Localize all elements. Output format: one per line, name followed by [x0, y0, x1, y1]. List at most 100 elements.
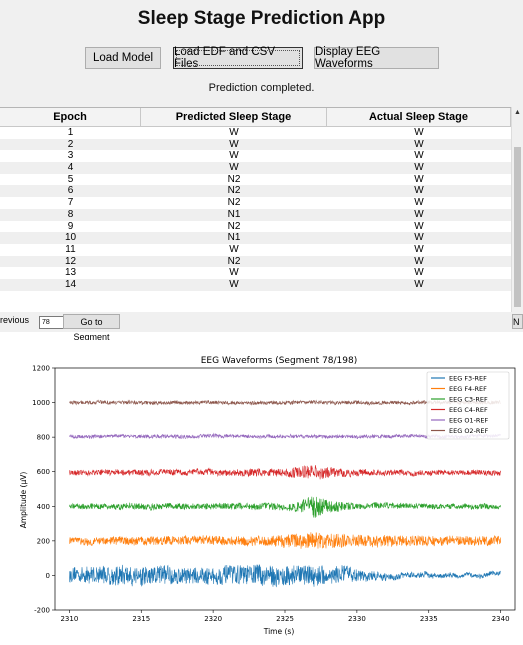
series-line	[69, 496, 501, 518]
y-tick-label: 400	[37, 503, 50, 511]
cell-epoch: 14	[64, 278, 77, 290]
axes-frame	[54, 367, 516, 611]
cell-predicted: W	[229, 278, 239, 290]
scrollbar-thumb[interactable]	[514, 147, 521, 307]
header-actual[interactable]: Actual Sleep Stage	[327, 108, 511, 126]
segment-navigation: revious 78 Go to Segment N	[0, 312, 523, 342]
cell-actual: W	[414, 185, 424, 197]
cell-predicted: N1	[227, 208, 241, 220]
cell-predicted: W	[229, 162, 239, 174]
legend-entry: EEG F4-REF	[449, 385, 487, 393]
previous-button[interactable]: revious	[0, 315, 30, 325]
y-tick-label: 0	[46, 572, 50, 580]
x-tick-label: 2335	[420, 615, 438, 623]
x-tick-label: 2320	[204, 615, 222, 623]
cell-epoch: 3	[67, 150, 74, 162]
table-row[interactable]: 2 W W	[0, 138, 511, 151]
cell-actual: W	[414, 267, 424, 279]
table-row[interactable]: 14 W W	[0, 278, 511, 291]
y-tick-label: 1000	[32, 399, 50, 407]
x-tick-label: 2325	[276, 615, 294, 623]
cell-actual: W	[414, 138, 424, 150]
cell-actual: W	[414, 232, 424, 244]
cell-actual: W	[414, 243, 424, 255]
next-button[interactable]: N	[512, 314, 523, 329]
cell-actual: W	[414, 255, 424, 267]
table-row[interactable]: 6 N2 W	[0, 185, 511, 198]
table-header: Epoch Predicted Sleep Stage Actual Sleep…	[0, 108, 511, 127]
cell-actual: W	[414, 208, 424, 220]
x-tick-label: 2340	[492, 615, 510, 623]
cell-epoch: 5	[67, 173, 74, 185]
cell-actual: W	[414, 278, 424, 290]
load-edf-csv-button[interactable]: Load EDF and CSV Files	[173, 46, 303, 70]
x-axis-label: Time (s)	[263, 627, 295, 636]
x-tick-label: 2315	[132, 615, 150, 623]
cell-epoch: 11	[65, 243, 76, 255]
cell-actual: W	[414, 220, 424, 232]
table-row[interactable]: 5 N2 W	[0, 174, 511, 186]
legend-entry: EEG O1-REF	[449, 417, 489, 425]
segment-input[interactable]: 78	[39, 316, 65, 329]
cell-actual: W	[414, 150, 424, 162]
cell-epoch: 10	[64, 232, 77, 244]
load-model-button[interactable]: Load Model	[85, 47, 161, 69]
table-row[interactable]: 12 N2 W	[0, 255, 511, 268]
cell-predicted: W	[229, 138, 239, 150]
results-table: Epoch Predicted Sleep Stage Actual Sleep…	[0, 107, 511, 313]
cell-predicted: W	[229, 150, 239, 162]
scroll-up-icon[interactable]: ▲	[514, 109, 521, 116]
table-row[interactable]: 3 W W	[0, 150, 511, 162]
cell-epoch: 1	[67, 127, 74, 138]
legend-entry: EEG C3-REF	[449, 396, 488, 404]
table-row[interactable]: 1 W W	[0, 127, 511, 139]
cell-actual: W	[414, 173, 424, 185]
table-body: 1 W W 2 W W 3 W W 4 W W 5 N2 W 6 N2 W 7 N2 W 8 N1 W 9 N2 W 10 N1 W 11 W…	[0, 127, 511, 291]
table-row[interactable]: 7 N2 W	[0, 197, 511, 209]
display-eeg-button[interactable]: Display EEG Waveforms	[314, 46, 439, 70]
cell-actual: W	[414, 197, 424, 209]
cell-epoch: 7	[67, 197, 74, 209]
cell-predicted: W	[229, 243, 239, 255]
app-window: Sleep Stage Prediction App Load Model Lo…	[0, 0, 523, 342]
x-tick-label: 2330	[348, 615, 366, 623]
chart-title: EEG Waveforms (Segment 78/198)	[201, 356, 358, 366]
legend-entry: EEG O2-REF	[449, 427, 489, 435]
legend-entry: EEG C4-REF	[449, 406, 488, 414]
cell-predicted: N2	[227, 220, 241, 232]
cell-predicted: N1	[227, 232, 241, 244]
cell-predicted: W	[229, 127, 239, 138]
table-row[interactable]: 4 W W	[0, 162, 511, 174]
table-row[interactable]: 10 N1 W	[0, 232, 511, 244]
cell-epoch: 2	[67, 138, 74, 150]
legend-box	[426, 371, 510, 440]
table-scrollbar[interactable]: ▲	[511, 107, 523, 312]
y-tick-label: 800	[37, 434, 50, 442]
table-row[interactable]: 8 N1 W	[0, 208, 511, 221]
legend-entry: EEG F3-REF	[449, 375, 487, 383]
cell-epoch: 13	[64, 267, 77, 279]
y-tick-label: 600	[37, 468, 50, 476]
cell-epoch: 6	[67, 185, 74, 197]
series-line	[69, 465, 501, 480]
header-predicted[interactable]: Predicted Sleep Stage	[141, 108, 327, 126]
y-axis-label: Amplitude (µV)	[19, 472, 28, 529]
cell-epoch: 4	[67, 162, 74, 174]
cell-predicted: N2	[227, 185, 241, 197]
cell-actual: W	[414, 162, 424, 174]
series-line	[69, 532, 501, 549]
table-row[interactable]: 9 N2 W	[0, 221, 511, 233]
cell-epoch: 12	[64, 255, 77, 267]
status-text: Prediction completed.	[208, 82, 315, 94]
cell-epoch: 9	[67, 220, 74, 232]
app-title: Sleep Stage Prediction App	[137, 8, 386, 29]
cell-epoch: 8	[67, 208, 74, 220]
table-row[interactable]: 13 W W	[0, 267, 511, 279]
table-row[interactable]: 11 W W	[0, 244, 511, 256]
series-line	[69, 564, 501, 588]
goto-segment-button[interactable]: Go to Segment	[63, 314, 120, 342]
y-tick-label: -200	[34, 607, 50, 615]
eeg-chart-svg: EEG Waveforms (Segment 78/198) Time (s) …	[19, 356, 516, 636]
header-epoch[interactable]: Epoch	[0, 108, 141, 126]
y-tick-label: 1200	[32, 365, 50, 373]
